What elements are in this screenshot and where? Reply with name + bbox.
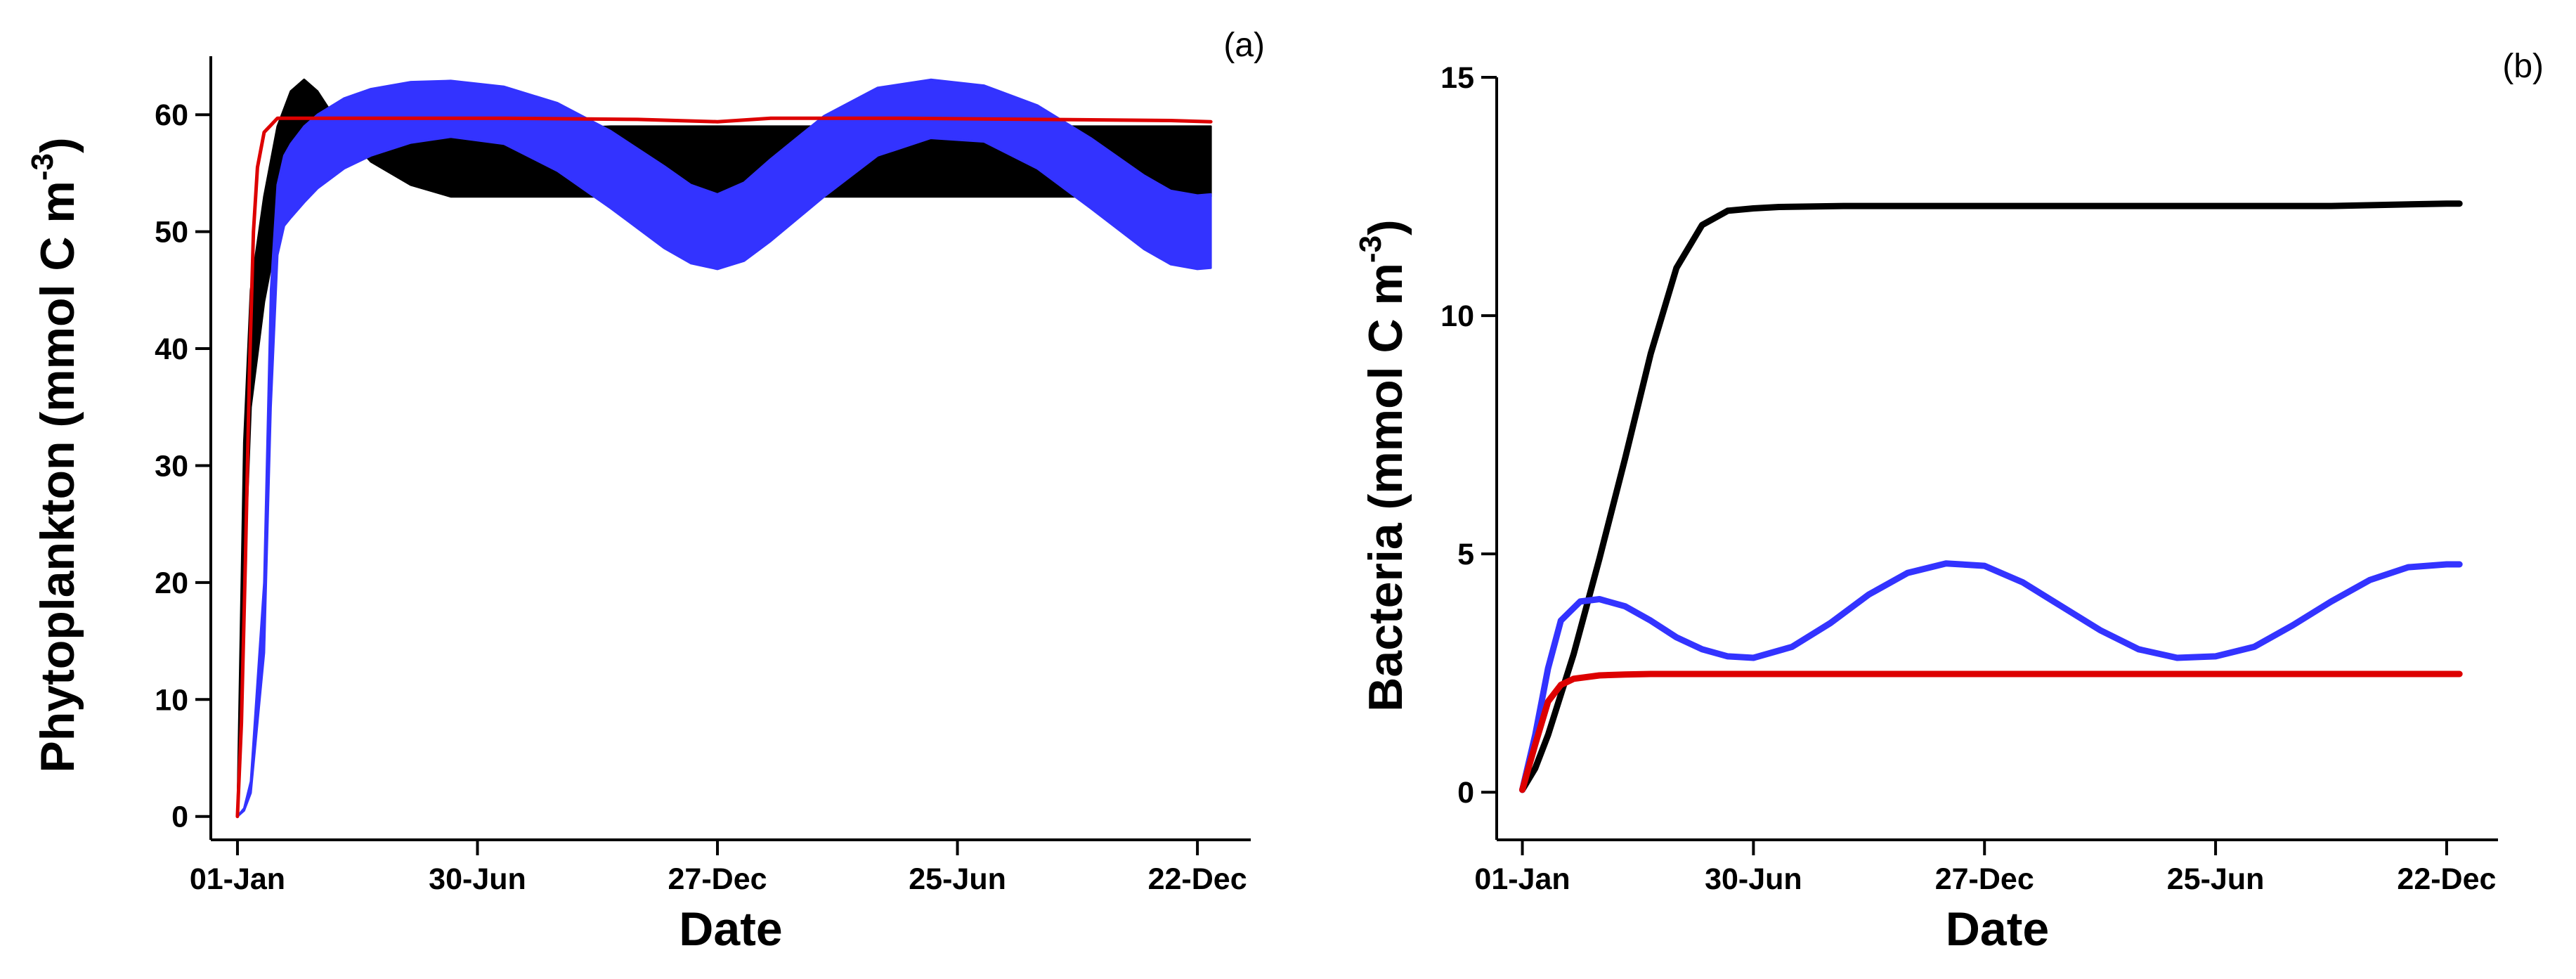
panel-a: 0 10 20 30 40 50 60 01-Jan 30-Jun 27-Dec 25-Jun 22-…: [25, 27, 1265, 956]
x-axis-label: Date: [1946, 902, 2049, 956]
y-tick-label: 10: [1440, 299, 1474, 333]
y-axis-label-close: ): [31, 137, 84, 153]
y-axis-label-close: ): [1359, 219, 1412, 235]
y-axis-label-main: Phytoplankton (mmol C m: [31, 181, 84, 772]
y-axis-label-exponent: -3: [25, 153, 60, 181]
series-red-line: [235, 116, 1213, 819]
x-tick-label: 25-Jun: [909, 862, 1006, 896]
y-tick-label: 0: [171, 800, 188, 834]
y-axis-label: Bacteria (mmol C m-3): [1353, 219, 1412, 711]
x-tick-label: 22-Dec: [2397, 862, 2496, 896]
y-tick-label: 20: [155, 566, 188, 600]
y-tick-label: 5: [1457, 538, 1474, 571]
series-red-line: [1519, 670, 2463, 793]
y-tick-label: 10: [155, 683, 188, 717]
y-axis-label: Phytoplankton (mmol C m-3): [25, 137, 84, 772]
y-tick-label: 15: [1440, 61, 1474, 95]
x-tick-label: 22-Dec: [1148, 862, 1247, 896]
series-blue-band: [236, 78, 1212, 818]
x-tick-label: 27-Dec: [668, 862, 767, 896]
x-axis-label: Date: [679, 902, 782, 956]
x-tick-label: 25-Jun: [2167, 862, 2265, 896]
panel-label: (b): [2502, 48, 2544, 85]
x-tick-label: 30-Jun: [429, 862, 526, 896]
x-tick-label: 30-Jun: [1705, 862, 1802, 896]
panel-label: (a): [1223, 27, 1265, 64]
y-axis-label-exponent: -3: [1353, 235, 1388, 263]
y-tick-label: 60: [155, 98, 188, 132]
y-axis-label-main: Bacteria (mmol C m: [1359, 263, 1412, 712]
y-tick-label: 0: [1457, 776, 1474, 810]
series-blue-line: [1519, 560, 2463, 793]
panel-b: 0 5 10 15 01-Jan 30-Jun 27-Dec 25-Jun 22-Dec Date…: [1353, 48, 2544, 956]
y-tick-label: 50: [155, 216, 188, 249]
y-tick-label: 40: [155, 332, 188, 366]
y-tick-label: 30: [155, 449, 188, 483]
x-tick-label: 27-Dec: [1935, 862, 2034, 896]
x-tick-label: 01-Jan: [1474, 862, 1570, 896]
series-black-line: [1519, 200, 2463, 793]
x-tick-label: 01-Jan: [190, 862, 285, 896]
